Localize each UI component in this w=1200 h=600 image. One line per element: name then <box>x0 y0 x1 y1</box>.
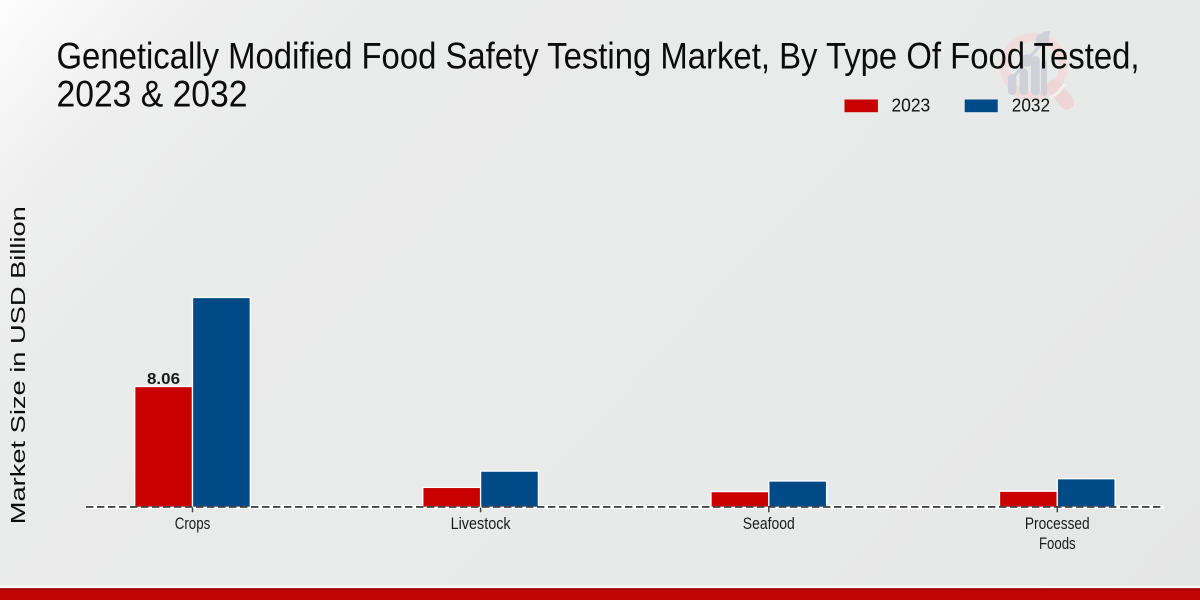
svg-text:Processed: Processed <box>1025 514 1090 533</box>
svg-text:2032: 2032 <box>1012 95 1050 116</box>
svg-text:Genetically Modified Food Safe: Genetically Modified Food Safety Testing… <box>57 34 1140 76</box>
svg-text:8.06: 8.06 <box>147 371 180 388</box>
svg-text:Foods: Foods <box>1039 534 1076 553</box>
svg-text:Seafood: Seafood <box>743 514 795 533</box>
svg-text:2023 & 2032: 2023 & 2032 <box>57 72 248 114</box>
svg-text:Livestock: Livestock <box>451 514 511 533</box>
svg-text:Market Size in USD Billion: Market Size in USD Billion <box>7 206 30 524</box>
svg-text:Crops: Crops <box>175 514 211 533</box>
svg-text:2023: 2023 <box>892 95 931 116</box>
